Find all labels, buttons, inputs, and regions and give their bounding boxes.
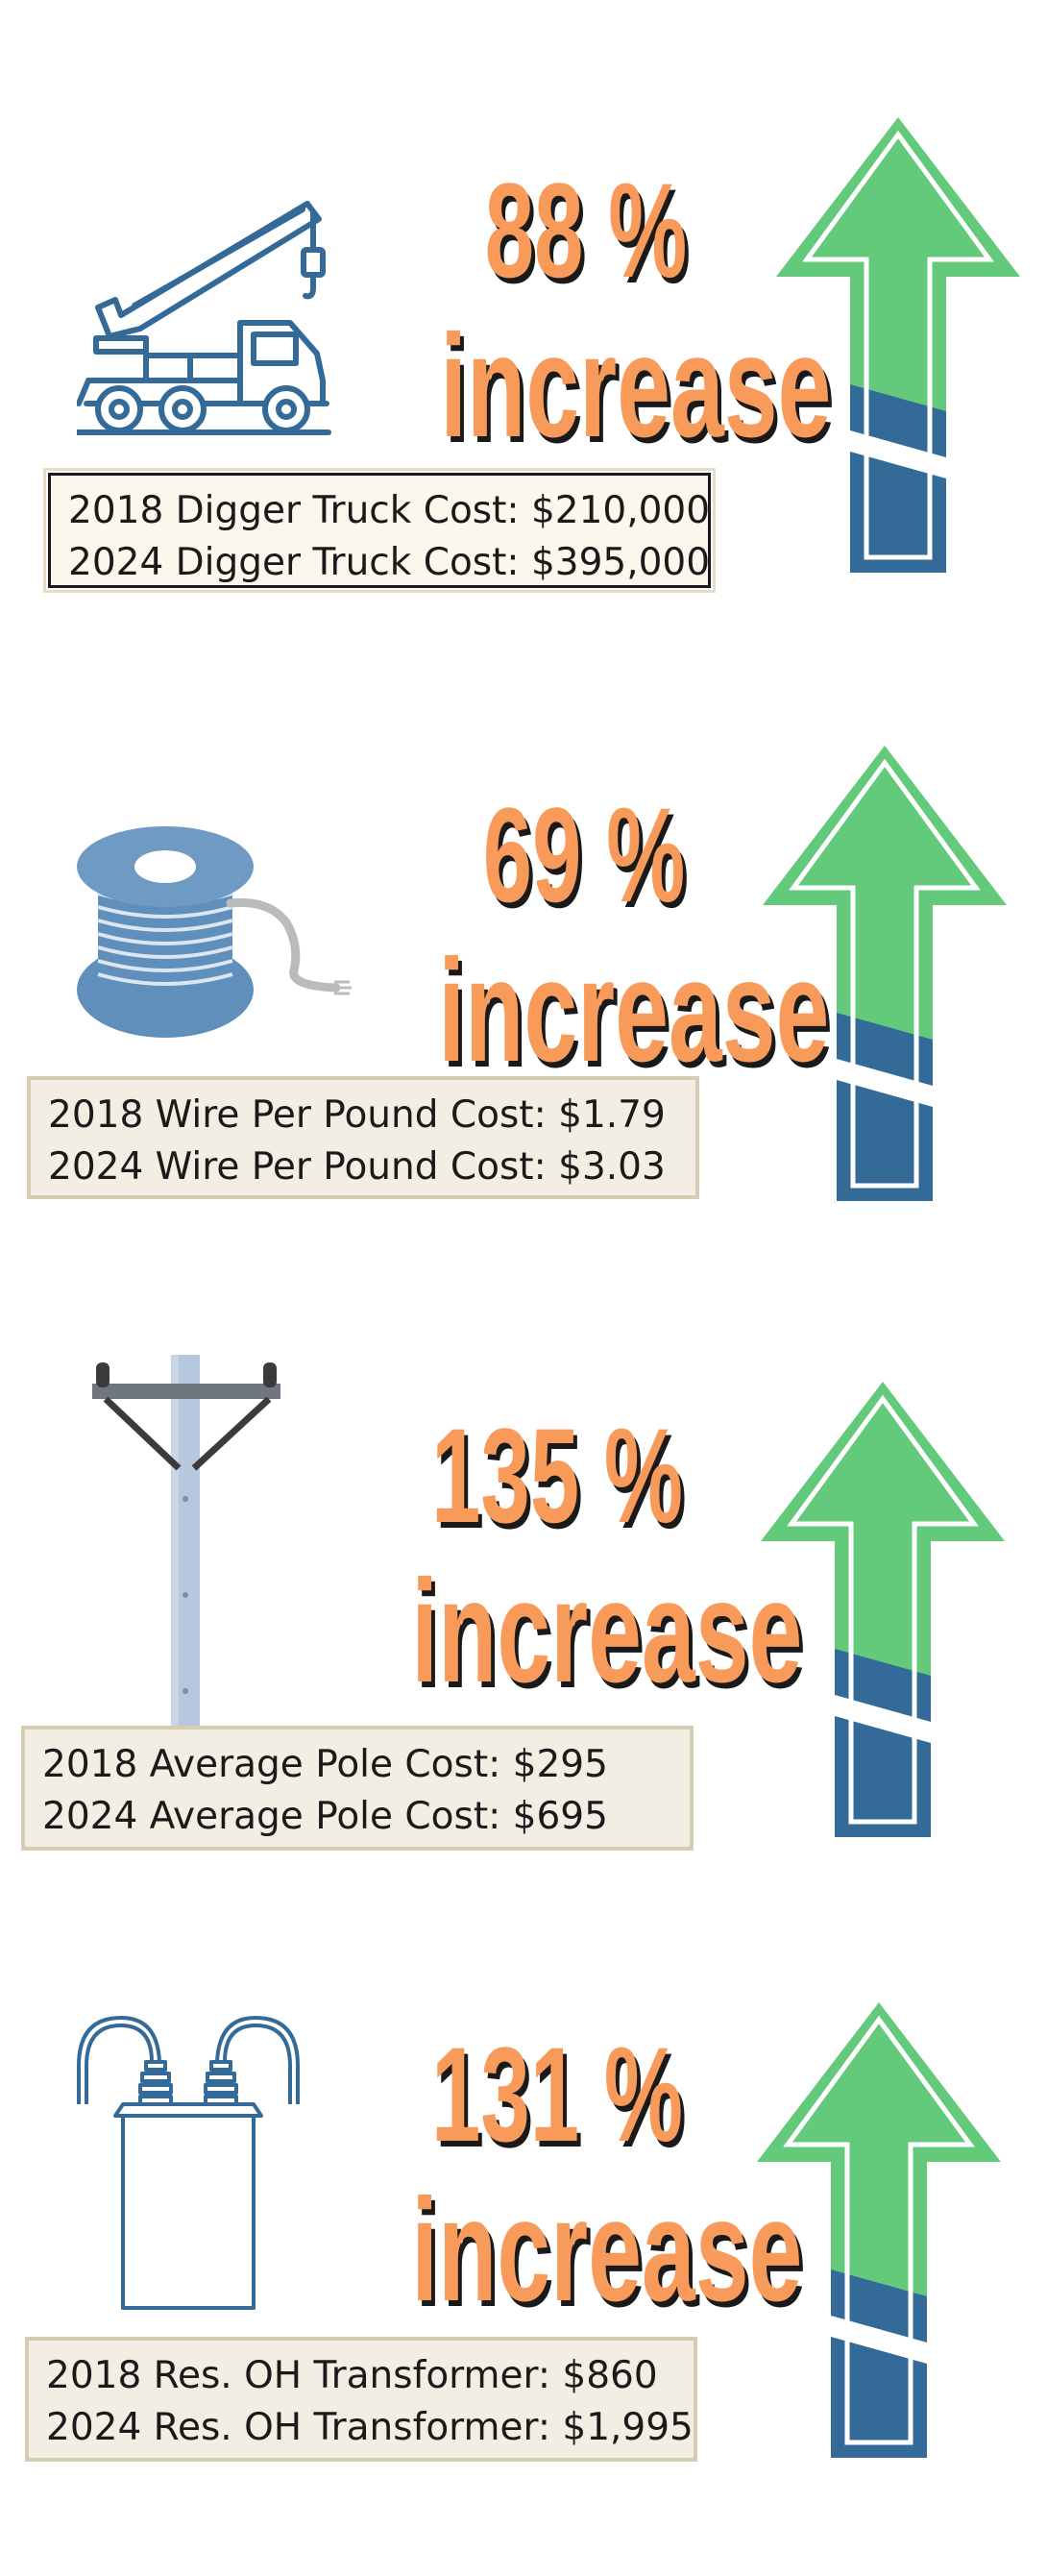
utility-pole-icon <box>92 1355 280 1730</box>
cost-2018-line: 2018 Res. OH Transformer: $860 <box>46 2354 658 2397</box>
increase-word: increase <box>411 1550 803 1713</box>
cost-2024-line: 2024 Digger Truck Cost: $395,000 <box>68 541 711 584</box>
increase-word: increase <box>411 2169 803 2332</box>
up-arrow-icon <box>763 746 1007 1201</box>
wire-spool-icon <box>77 826 352 1038</box>
cost-2018-line: 2018 Wire Per Pound Cost: $1.79 <box>48 1093 666 1137</box>
cost-comparison-box: 2018 Res. OH Transformer: $860 2024 Res.… <box>25 2337 697 2462</box>
digger-truck-icon <box>77 201 331 435</box>
increase-word: increase <box>438 929 830 1092</box>
wire-spool-section: 69 % increase 2018 Wire Per Pound Cost: … <box>0 625 1047 1220</box>
up-arrow-icon <box>761 1382 1005 1837</box>
cost-2024-line: 2024 Res. OH Transformer: $1,995 <box>46 2406 694 2449</box>
cost-2018-line: 2018 Average Pole Cost: $295 <box>42 1743 608 1786</box>
percent-increase-label: 135 % increase <box>411 1400 803 1713</box>
transformer-icon <box>77 2016 300 2310</box>
transformer-section: 131 % increase 2018 Res. OH Transformer:… <box>0 1883 1047 2479</box>
cost-2024-line: 2024 Average Pole Cost: $695 <box>42 1795 608 1838</box>
increase-word: increase <box>440 305 832 468</box>
percent-value: 135 % <box>431 1400 683 1551</box>
cost-comparison-box: 2018 Wire Per Pound Cost: $1.79 2024 Wir… <box>27 1076 699 1199</box>
cost-comparison-box: 2018 Average Pole Cost: $295 2024 Averag… <box>21 1726 694 1851</box>
percent-value: 69 % <box>482 779 686 930</box>
percent-increase-label: 69 % increase <box>438 779 830 1092</box>
up-arrow-icon <box>776 117 1020 573</box>
cost-2018-line: 2018 Digger Truck Cost: $210,000 <box>68 489 711 532</box>
utility-pole-section: 135 % increase 2018 Average Pole Cost: $… <box>0 1259 1047 1854</box>
cost-comparison-box: 2018 Digger Truck Cost: $210,000 2024 Di… <box>43 468 716 593</box>
cost-2024-line: 2024 Wire Per Pound Cost: $3.03 <box>48 1145 666 1189</box>
up-arrow-icon <box>757 2002 1001 2458</box>
percent-value: 88 % <box>484 155 688 306</box>
digger-truck-section: 88 % increase 2018 Digger Truck Cost: $2… <box>0 0 1047 596</box>
percent-increase-label: 131 % increase <box>411 2019 803 2332</box>
percent-value: 131 % <box>431 2019 683 2170</box>
percent-increase-label: 88 % increase <box>440 155 832 468</box>
